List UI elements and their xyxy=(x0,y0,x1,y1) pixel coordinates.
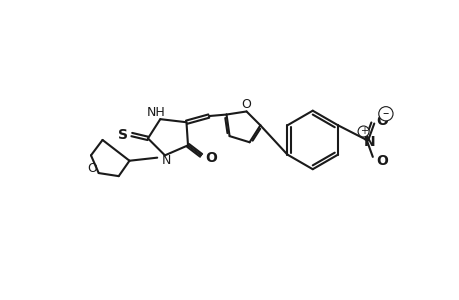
Text: O: O xyxy=(375,114,387,128)
Text: +: + xyxy=(359,127,367,136)
Text: N: N xyxy=(363,135,375,149)
Text: –: – xyxy=(382,107,388,120)
Text: O: O xyxy=(241,98,251,111)
Text: O: O xyxy=(87,162,97,175)
Text: NH: NH xyxy=(147,106,165,119)
Text: O: O xyxy=(205,151,217,165)
Text: N: N xyxy=(162,154,171,167)
Text: S: S xyxy=(118,128,128,142)
Text: O: O xyxy=(375,154,387,168)
